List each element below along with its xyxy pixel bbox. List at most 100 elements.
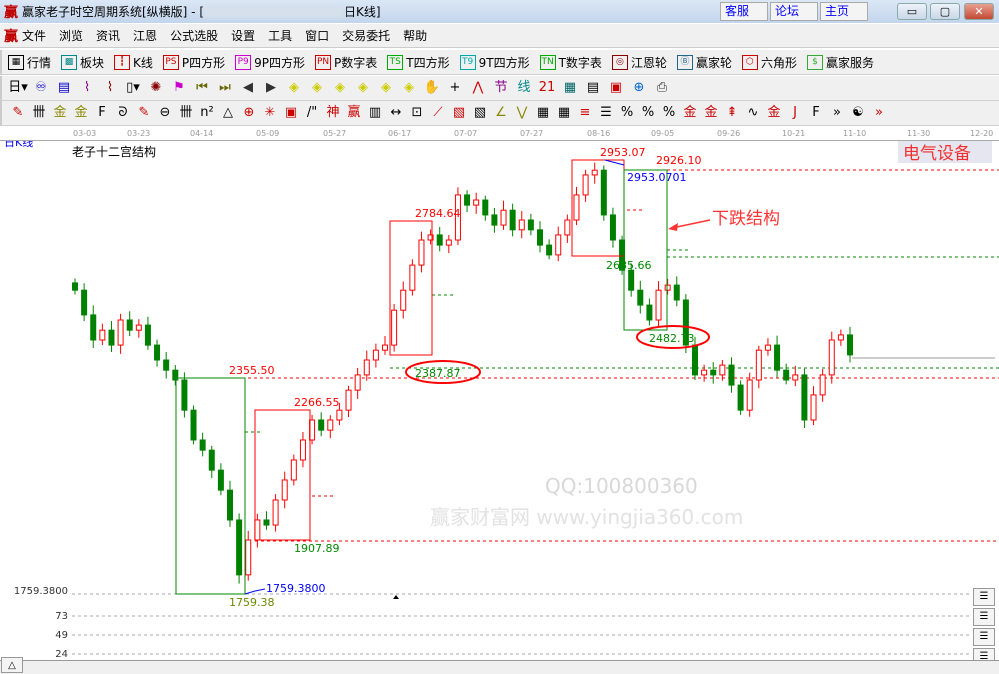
target-icon[interactable]: ⊕	[243, 105, 255, 120]
network-icon[interactable]: ⊕	[633, 80, 645, 95]
fib-icon[interactable]: F	[98, 105, 106, 120]
menu-news[interactable]: 资讯	[96, 29, 121, 43]
percent-fan-icon[interactable]: %	[620, 105, 634, 120]
bars-icon[interactable]: ☰	[600, 105, 612, 120]
zigzag-icon[interactable]: ⋁	[516, 105, 528, 120]
pen-icon[interactable]: ✎	[12, 105, 24, 120]
minimize-button[interactable]: ▭	[897, 3, 927, 20]
gann-box-icon[interactable]: ▧	[452, 105, 466, 120]
toolbar-button-quote-table[interactable]: ▦ 行情	[8, 54, 51, 71]
toggle-panel-button[interactable]: △	[1, 657, 23, 673]
menu-formula[interactable]: 公式选股	[170, 29, 219, 43]
winner-icon[interactable]: 赢	[347, 105, 361, 120]
menu-browse[interactable]: 浏览	[59, 29, 84, 43]
maximize-button[interactable]: ▢	[930, 3, 960, 20]
grid-box-icon[interactable]: ▦	[536, 105, 550, 120]
lines-icon[interactable]: 卌	[32, 105, 46, 120]
close-button[interactable]: ✕	[964, 3, 994, 20]
toolbar-button-winner-wheel[interactable]: Ⓑ 赢家轮	[676, 54, 732, 71]
spiral-icon[interactable]: ᘐ	[118, 105, 128, 120]
gann-fan-box-icon[interactable]: ▧	[473, 105, 487, 120]
pencil-icon[interactable]: ✎	[138, 105, 150, 120]
box-icon[interactable]: ⊡	[411, 105, 423, 120]
tick-icon[interactable]: /"	[306, 105, 318, 120]
god-icon[interactable]: 神	[326, 105, 340, 120]
toolbar-button-t9[interactable]: T9 9T四方形	[459, 54, 530, 71]
ruler-icon[interactable]: ▥	[368, 105, 382, 120]
first-icon[interactable]: ⏮	[196, 80, 208, 95]
stock-icon[interactable]: ♾	[35, 80, 47, 95]
next-icon[interactable]: ▶	[266, 80, 276, 95]
menu-window[interactable]: 窗口	[305, 29, 330, 43]
menu-help[interactable]: 帮助	[403, 29, 428, 43]
gold-circle-icon[interactable]: 金	[683, 105, 697, 120]
period-day-icon[interactable]: 日▾	[8, 80, 28, 95]
more-2-icon[interactable]: »	[875, 105, 883, 120]
gold-1-icon[interactable]: 金	[53, 105, 67, 120]
toolbar-button-pn[interactable]: PN P数字表	[315, 54, 377, 71]
measure-icon[interactable]: ↔	[390, 105, 402, 120]
flag-icon[interactable]: ⚑	[173, 80, 185, 95]
scroll-menu-button-2[interactable]: ☰	[973, 608, 995, 626]
sine-icon[interactable]: ∿	[747, 105, 759, 120]
toolbar-button-ts[interactable]: TS T四方形	[387, 54, 450, 71]
hand-icon[interactable]: ✋	[423, 80, 441, 95]
zoom-in-icon[interactable]: ◈	[381, 80, 391, 95]
candle-type-icon[interactable]: ▯▾	[126, 80, 140, 95]
menu-gann[interactable]: 江恩	[133, 29, 158, 43]
fan-icon[interactable]: ⟋	[433, 105, 443, 120]
web-icon[interactable]: ✳	[264, 105, 276, 120]
notes-icon[interactable]: ▤	[57, 80, 71, 95]
calendar-icon[interactable]: 21	[538, 80, 556, 95]
expand-h-icon[interactable]: ◈	[335, 80, 345, 95]
shift-right-icon[interactable]: ◈	[312, 80, 322, 95]
chart-style-icon[interactable]: ✺	[150, 80, 162, 95]
forum-link[interactable]: 论坛	[770, 2, 818, 21]
toolbar-button-ps[interactable]: PS P四方形	[162, 54, 225, 71]
menu-trade[interactable]: 交易委托	[342, 29, 391, 43]
print-icon[interactable]: ⎙	[656, 80, 668, 95]
last-icon[interactable]: ⏭	[219, 80, 231, 95]
j-angle-icon[interactable]: J	[793, 105, 797, 120]
angle-icon[interactable]: ∠	[495, 105, 507, 120]
wave3-icon[interactable]: ⌇	[83, 80, 91, 95]
grid-icon[interactable]: 线	[517, 80, 531, 95]
gold-2-icon[interactable]: 金	[74, 105, 88, 120]
shift-left-icon[interactable]: ◈	[289, 80, 299, 95]
parallel-icon[interactable]: 卌	[179, 105, 193, 120]
gold-lines-icon[interactable]: 金	[704, 105, 718, 120]
festival-icon[interactable]: 节	[494, 80, 508, 95]
taiji-icon[interactable]: ☯	[852, 105, 864, 120]
menu-tools[interactable]: 工具	[268, 29, 293, 43]
scroll-menu-button-3[interactable]: ☰	[973, 628, 995, 646]
more-icon[interactable]: »	[833, 105, 841, 120]
gold-red-icon[interactable]: 金	[767, 105, 781, 120]
zoom-out-icon[interactable]: ◈	[404, 80, 414, 95]
rocket-icon[interactable]: ⇞	[726, 105, 738, 120]
crosshair-icon[interactable]: +	[449, 80, 461, 95]
calculator-icon[interactable]: ▦	[563, 80, 577, 95]
percent-lines-icon[interactable]: %	[662, 105, 676, 120]
toolbar-button-kline[interactable]: ┇ K线	[114, 54, 153, 71]
toolbar-button-dollar[interactable]: $ 赢家服务	[806, 54, 874, 71]
f-angle-icon[interactable]: F	[812, 105, 820, 120]
menu-settings[interactable]: 设置	[231, 29, 256, 43]
customer-service-link[interactable]: 客服	[720, 2, 768, 21]
percent-icon[interactable]: %	[641, 105, 655, 120]
menu-file[interactable]: 文件	[22, 29, 47, 43]
toolbar-button-sector[interactable]: ▩ 板块	[61, 54, 104, 71]
square-target-icon[interactable]: ▣	[284, 105, 298, 120]
channel-icon[interactable]: ≡	[579, 105, 591, 120]
kline-chart[interactable]: 日K线 老子十二宫结构 电气设备 QQ:100800360 赢家财富网 www.…	[0, 141, 999, 666]
shrink-h-icon[interactable]: ◈	[358, 80, 368, 95]
toolbar-button-p9[interactable]: P9 9P四方形	[235, 54, 305, 71]
prev-icon[interactable]: ◀	[243, 80, 253, 95]
wave9-icon[interactable]: ⌇	[106, 80, 114, 95]
toolbar-button-hexagon[interactable]: ⬡ 六角形	[741, 54, 797, 71]
document-icon[interactable]: ▤	[586, 80, 600, 95]
grid-arrow-icon[interactable]: ▦	[557, 105, 571, 120]
triangle-icon[interactable]: △	[223, 105, 233, 120]
homepage-link[interactable]: 主页	[820, 2, 868, 21]
save-icon[interactable]: ▣	[609, 80, 623, 95]
toolbar-button-gann-wheel[interactable]: ◎ 江恩轮	[611, 54, 667, 71]
